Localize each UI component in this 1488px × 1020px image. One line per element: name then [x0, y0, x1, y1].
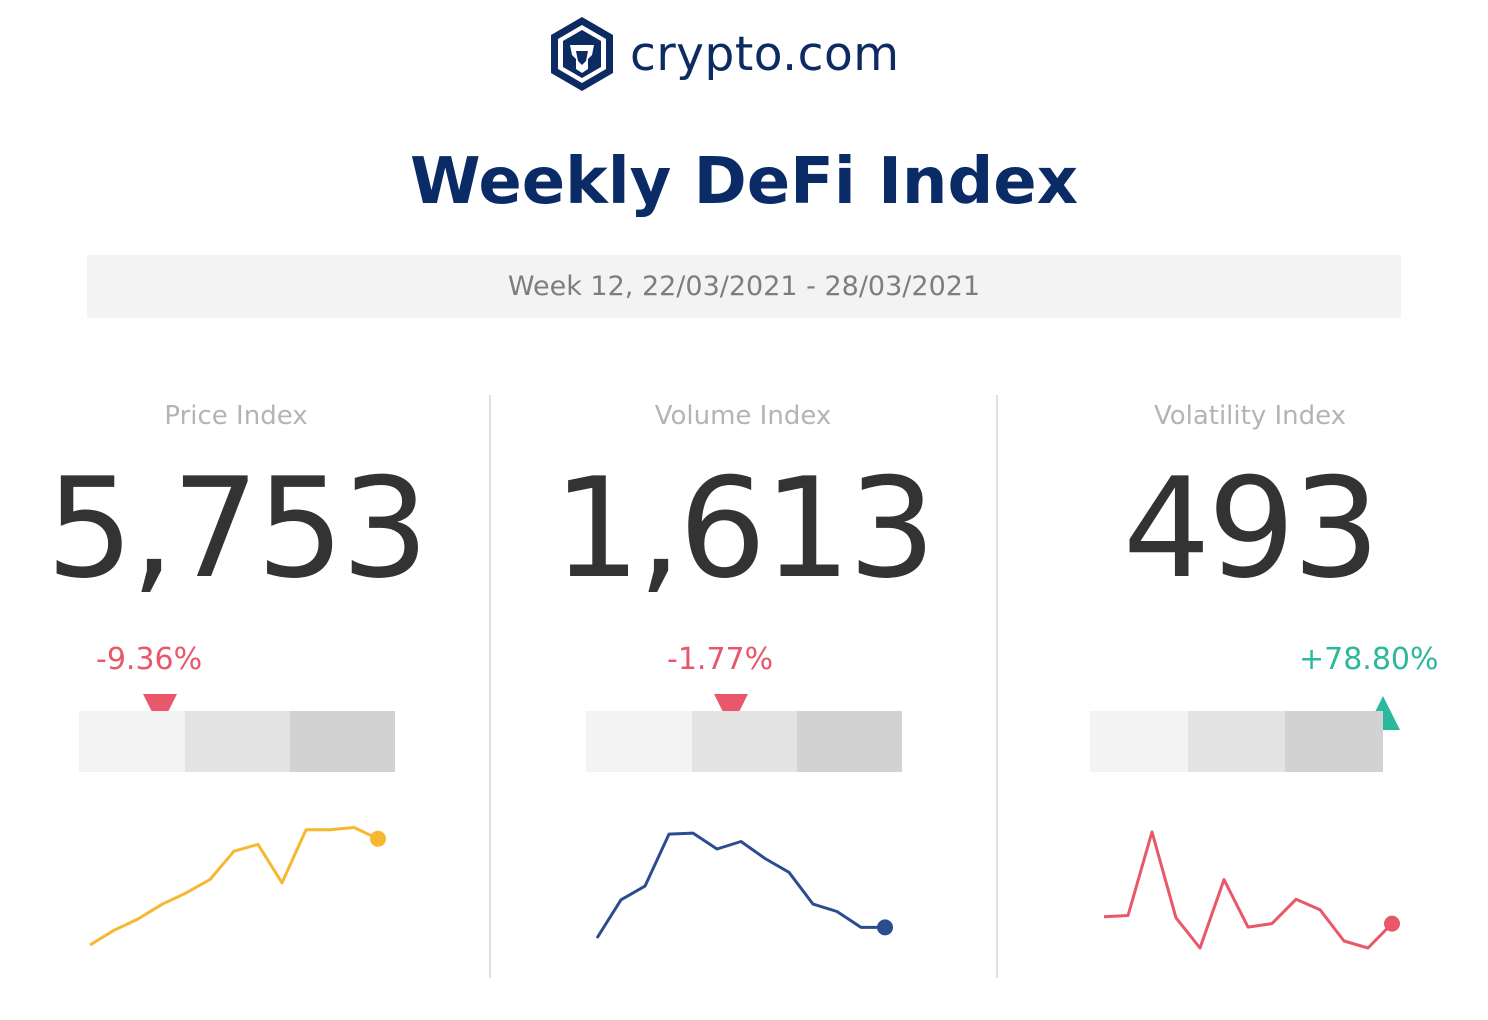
price-index-data-point [354, 827, 355, 828]
volatility-index-data-point [1272, 923, 1273, 924]
volatility-index-series-line [1103, 830, 1394, 950]
price-index-data-point [258, 844, 259, 845]
gauge-segment-low [79, 711, 185, 772]
price-index-data-point [210, 879, 211, 880]
volume-index-data-point [645, 886, 646, 887]
gauge-segment-mid [1188, 711, 1285, 772]
price-index-data-point [282, 882, 283, 883]
volatility-index-data-point [1128, 915, 1129, 916]
volume-index-latest-point [877, 919, 893, 936]
volatility-index-latest-point [1384, 915, 1400, 932]
price-index-series-line [89, 826, 379, 947]
volume-index-data-point [741, 841, 742, 842]
price-index-value: 5,753 [45, 448, 429, 609]
volatility-index-panel: Volatility Index 493 +78.80% [1044, 395, 1464, 995]
price-index-latest-point [370, 830, 386, 847]
volume-index-label: Volume Index [654, 401, 832, 431]
volume-index-panel: Volume Index 1,613 -1.77% [537, 395, 949, 995]
volume-index-data-point [669, 834, 670, 835]
gauge-segment-high [1285, 711, 1383, 772]
price-index-label: Price Index [164, 401, 308, 431]
gauge-segment-mid [185, 711, 290, 772]
volatility-index-data-point [1104, 916, 1105, 917]
brand-name: crypto.com [630, 26, 900, 82]
gauge-segment-high [797, 711, 902, 772]
volatility-index-gauge [1090, 711, 1383, 772]
volatility-index-data-point [1368, 948, 1369, 949]
volatility-index-data-point [1296, 899, 1297, 900]
volume-index-data-point [789, 872, 790, 873]
price-index-panel: Price Index 5,753 -9.36% [30, 395, 442, 995]
volume-index-data-point [837, 911, 838, 912]
price-index-data-point [90, 945, 91, 946]
crypto-com-lion-shield-icon [551, 17, 613, 91]
panel-divider [996, 395, 998, 978]
price-index-data-point [306, 829, 307, 830]
price-index-change: -9.36% [96, 642, 203, 677]
volume-index-data-point [621, 899, 622, 900]
volatility-index-value: 493 [1122, 448, 1380, 609]
volume-index-data-point [693, 833, 694, 834]
volume-index-data-point [813, 904, 814, 905]
volatility-index-data-point [1176, 917, 1177, 918]
volatility-index-data-point [1152, 832, 1153, 833]
price-index-data-point [330, 829, 331, 830]
panel-divider [489, 395, 491, 978]
volume-index-value: 1,613 [552, 448, 936, 609]
price-index-gauge [79, 711, 395, 772]
gauge-segment-high [290, 711, 395, 772]
volume-index-series-line [595, 831, 885, 939]
gauge-segment-low [586, 711, 692, 772]
week-range-label: Week 12, 22/03/2021 - 28/03/2021 [507, 271, 981, 302]
volume-index-sparkline [595, 831, 893, 939]
price-index-data-point [234, 851, 235, 852]
price-index-data-point [138, 919, 139, 920]
price-index-data-point [114, 930, 115, 931]
price-index-data-point [186, 893, 187, 894]
gauge-segment-low [1090, 711, 1188, 772]
volatility-index-data-point [1248, 927, 1249, 928]
volume-index-data-point [717, 849, 718, 850]
volume-index-data-point [765, 858, 766, 859]
volume-index-change: -1.77% [667, 642, 774, 677]
gauge-segment-mid [692, 711, 797, 772]
week-range-bar: Week 12, 22/03/2021 - 28/03/2021 [87, 255, 1401, 318]
price-index-sparkline [89, 826, 386, 947]
volatility-index-change: +78.80% [1299, 642, 1439, 677]
volume-index-gauge [586, 711, 902, 772]
volatility-index-sparkline [1103, 830, 1400, 950]
price-index-data-point [162, 904, 163, 905]
page-title: Weekly DeFi Index [410, 145, 1078, 219]
volatility-index-data-point [1224, 879, 1225, 880]
volatility-index-data-point [1320, 909, 1321, 910]
volume-index-data-point [597, 938, 598, 939]
volatility-index-label: Volatility Index [1153, 401, 1347, 431]
volatility-index-data-point [1200, 948, 1201, 949]
volatility-index-data-point [1344, 941, 1345, 942]
volume-index-data-point [861, 927, 862, 928]
brand-logo: crypto.com [548, 14, 900, 94]
